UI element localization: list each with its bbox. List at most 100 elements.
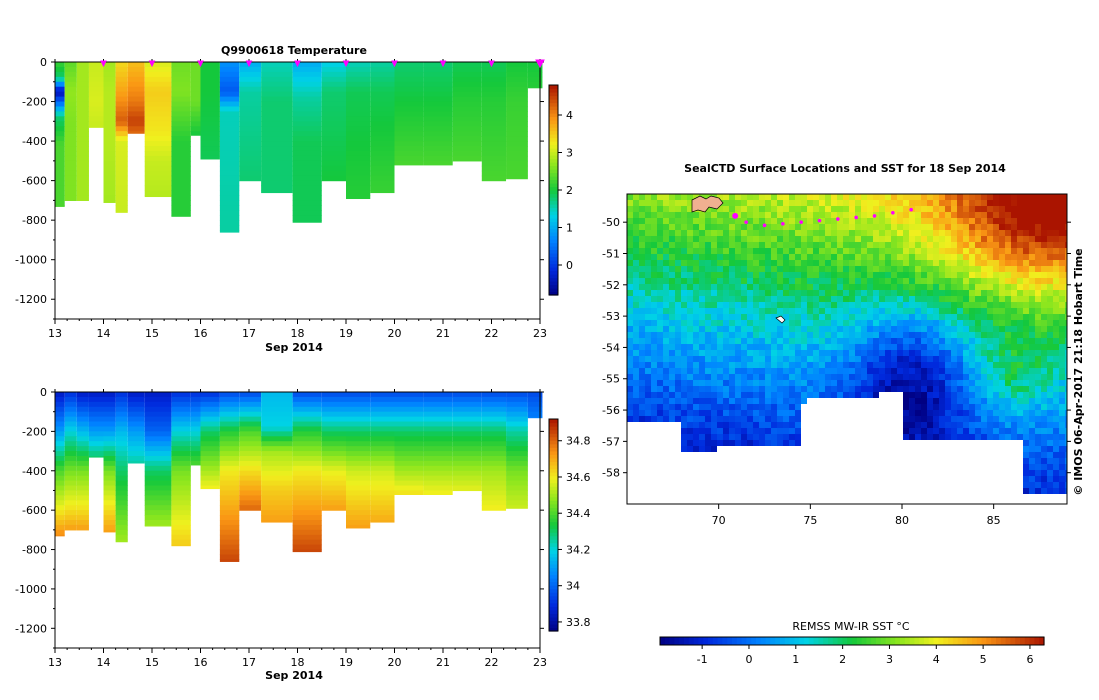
sst-cell [705,242,712,249]
data-cell [321,465,346,472]
data-cell [76,62,89,68]
profile-column-12 [219,62,240,233]
sst-cell [855,278,862,285]
sst-cell [987,368,994,375]
sst-cell [1041,230,1048,237]
sst-cell [963,290,970,297]
sst-cell [897,344,904,351]
sst-cell [807,242,814,249]
colorbar-segment [549,277,558,282]
sst-cell [843,236,850,243]
sst-cell [753,464,760,471]
sst-cell [951,344,958,351]
data-cell [346,131,371,137]
sst-cell [687,326,694,333]
sst-cell [1035,218,1042,225]
sst-cell [777,248,784,255]
sst-cell [1059,386,1066,393]
sst-cell [867,320,874,327]
sst-cell [801,410,808,417]
sst-cell [669,218,676,225]
sst-cell [633,338,640,345]
sst-cell [987,410,994,417]
sst-cell [909,272,916,279]
sst-cell [1041,200,1048,207]
data-cell [370,411,395,418]
sst-cell [687,278,694,285]
sst-cell [759,200,766,207]
sst-cell [957,260,964,267]
data-cell [76,165,89,172]
data-cell [64,416,77,423]
data-cell [239,401,262,408]
sst-cell [795,284,802,291]
sst-cell [927,374,934,381]
sst-cell [645,350,652,357]
data-cell [171,451,191,457]
sst-cell [909,284,916,291]
sst-cell [789,386,796,393]
data-cell [506,401,528,408]
sst-cell [957,206,964,213]
colorbar-segment [549,440,558,445]
sst-cell [669,416,676,423]
sst-cell [729,416,736,423]
sst-cell [699,464,706,471]
sst-cell [753,452,760,459]
data-cell [103,396,116,403]
data-cell [103,195,116,201]
data-cell [346,106,371,113]
data-cell [423,76,453,83]
data-cell [127,66,145,73]
sst-cell [729,338,736,345]
colorbar-segment [549,102,558,107]
sst-cell [759,350,766,357]
sst-cell [885,356,892,363]
data-cell [219,116,240,122]
sst-cell [801,368,808,375]
sst-cell [807,446,814,453]
sst-cell [963,422,970,429]
sst-cell [975,356,982,363]
data-cell [292,534,322,541]
sst-cell [771,224,778,231]
sst-cell [1047,230,1054,237]
sst-cell [735,350,742,357]
sst-cell [969,338,976,345]
sst-cell [759,392,766,399]
sst-cell [669,320,676,327]
data-cell [219,549,240,556]
data-cell [292,205,322,211]
data-cell [76,175,89,182]
sst-cell [861,200,868,207]
sst-cell [645,236,652,243]
sst-cell [855,254,862,261]
sst-cell [675,404,682,411]
sst-cell [663,362,670,369]
data-cell [55,411,65,418]
sst-cell [885,428,892,435]
data-cell [200,62,220,68]
sst-cell [789,206,796,213]
sst-cell [1017,194,1024,201]
sst-cell [1017,398,1024,405]
sst-cell [1047,200,1054,207]
sst-cell [975,362,982,369]
sst-cell [837,302,844,309]
sst-cell [735,212,742,219]
profile-column-13 [239,62,262,182]
sst-cell [693,278,700,285]
data-cell [481,121,507,127]
colorbar-segment [549,623,558,629]
sst-cell [645,386,652,393]
data-cell [103,426,116,432]
sst-cell [1005,194,1012,201]
sst-cell [1023,380,1030,387]
sst-cell [663,392,670,399]
sst-cell [867,242,874,249]
sst-cell [1005,356,1012,363]
sst-cell [651,326,658,333]
sst-cell [723,278,730,285]
data-cell [261,180,293,187]
sst-cell [897,392,904,399]
